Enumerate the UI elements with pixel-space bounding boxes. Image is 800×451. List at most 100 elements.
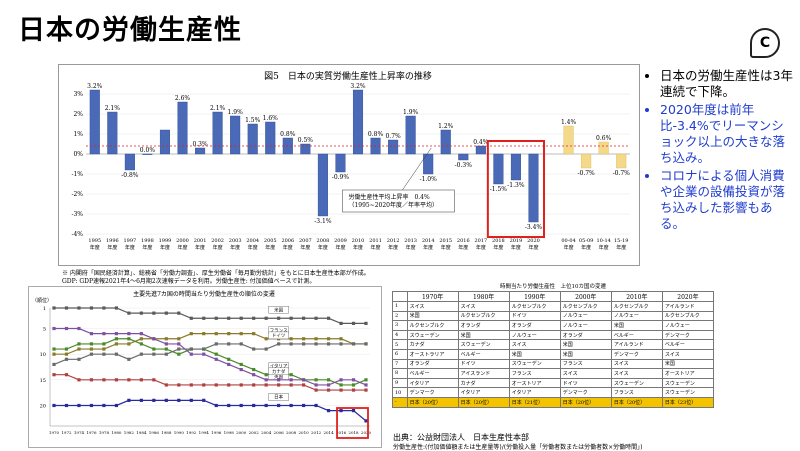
x-tick-label: 2006 xyxy=(281,238,294,244)
ranking-point xyxy=(240,317,243,320)
ranking-point xyxy=(177,347,180,350)
table-cell: デンマーク xyxy=(662,330,713,340)
ranking-series-label: 米国 xyxy=(274,306,283,313)
ranking-point xyxy=(152,399,155,402)
ranking-x-tick: 1996 xyxy=(211,430,222,435)
x-tick-unit: 年度 xyxy=(599,244,609,251)
x-tick-unit: 年度 xyxy=(125,244,135,251)
bar-value-label: -3.4% xyxy=(525,224,543,231)
bar-2007年度 xyxy=(301,144,311,154)
table-row: 1 スイス スイス ルクセンブルク ルクセンブルク ルクセンブルク アイルランド xyxy=(393,302,714,312)
ranking-point xyxy=(227,383,230,386)
x-tick-unit: 年度 xyxy=(423,244,433,251)
x-tick-label: 2009 xyxy=(334,238,347,244)
x-tick-label: 15-19 xyxy=(614,238,628,244)
ranking-point xyxy=(77,404,80,407)
ranking-point xyxy=(90,306,93,309)
table-cell: ノルウェー xyxy=(560,311,611,321)
table-cell: 8 xyxy=(393,369,408,379)
ranking-x-tick: 1982 xyxy=(124,430,135,435)
ranking-point xyxy=(202,317,205,320)
ranking-point xyxy=(140,312,143,315)
x-tick-label: 2007 xyxy=(299,238,312,244)
ranking-x-tick: 1980 xyxy=(111,430,122,435)
ranking-point xyxy=(302,342,305,345)
ranking-point xyxy=(339,322,342,325)
table-cell: ドイツ xyxy=(509,311,560,321)
ranking-point xyxy=(165,399,168,402)
ranking-point xyxy=(314,337,317,340)
ranking-point xyxy=(190,399,193,402)
g7-ranking-chart: 主要先進7カ国の時間当たり労働生産性の順位の変遷（順位）151015201970… xyxy=(28,286,380,446)
table-cell: ノルウェー xyxy=(611,311,662,321)
ranking-point xyxy=(327,337,330,340)
x-tick-unit: 年度 xyxy=(528,244,538,251)
bar-1995年度 xyxy=(90,90,100,154)
ranking-point xyxy=(327,383,330,386)
x-tick-label: 2002 xyxy=(211,238,224,244)
key-point-2: 2020年度は前年比-3.4%でリーマンショック以上の大きな落ち込み。 xyxy=(660,102,796,166)
bar-value-label: 3.2% xyxy=(87,83,103,90)
table-cell: アイスランド xyxy=(458,369,509,379)
table-cell: 米国 xyxy=(509,349,560,359)
table-cell: スイス xyxy=(662,349,713,359)
ranking-point xyxy=(265,383,268,386)
table-row: 4 スウェーデン 米国 ノルウェー オランダ ベルギー デンマーク xyxy=(393,330,714,340)
table-cell: 7 xyxy=(393,359,408,369)
x-tick-label: 1996 xyxy=(106,238,119,244)
table-header-cell: 2010年 xyxy=(611,292,662,302)
ranking-point xyxy=(90,378,93,381)
ranking-x-tick: 2006 xyxy=(274,430,285,435)
table-cell: スイス xyxy=(611,359,662,369)
ranking-point xyxy=(115,353,118,356)
ranking-point xyxy=(327,317,330,320)
x-tick-label: 2008 xyxy=(317,238,330,244)
x-tick-unit: 年度 xyxy=(265,244,275,251)
ranking-y-tick: 1 xyxy=(43,306,46,312)
bar-value-label: 1.5% xyxy=(245,117,261,124)
bar-00-04年度 xyxy=(564,126,574,154)
x-tick-label: 2012 xyxy=(387,238,400,244)
top10-ranking-table-panel: 時間当たり労働生産性 上位10カ国の変遷 1970年 1980年 1990年 2000… xyxy=(392,282,714,408)
x-tick-unit: 年度 xyxy=(142,244,152,251)
ranking-point xyxy=(240,332,243,335)
table-header-cell: 2020年 xyxy=(662,292,713,302)
ranking-point xyxy=(90,404,93,407)
y-tick-label: 3% xyxy=(73,91,83,98)
x-tick-unit: 年度 xyxy=(406,244,416,251)
x-tick-unit: 年度 xyxy=(616,244,626,251)
bar-value-label: 0.7% xyxy=(385,133,401,140)
ranking-point xyxy=(152,312,155,315)
ranking-point xyxy=(202,399,205,402)
ranking-point xyxy=(52,347,55,350)
table-cell: 日本（20位） xyxy=(611,397,662,407)
ranking-point xyxy=(177,353,180,356)
ranking-point xyxy=(240,404,243,407)
table-row: 10 デンマーク イタリア イタリア デンマーク フランス スウェーデン xyxy=(393,388,714,398)
ranking-point xyxy=(314,404,317,407)
table-cell: 4 xyxy=(393,330,408,340)
ranking-point xyxy=(290,378,293,381)
x-tick-unit: 年度 xyxy=(441,244,451,251)
ranking-point xyxy=(290,317,293,320)
ranking-point xyxy=(339,383,342,386)
ranking-point xyxy=(102,342,105,345)
table-cell: フランス xyxy=(611,388,662,398)
y-tick-label: -1% xyxy=(71,171,83,178)
ranking-point xyxy=(102,347,105,350)
table-cell: 3 xyxy=(393,321,408,331)
ranking-point xyxy=(202,332,205,335)
table-cell: アイルランド xyxy=(662,302,713,312)
ranking-point xyxy=(215,353,218,356)
ranking-point xyxy=(65,404,68,407)
ranking-point xyxy=(339,337,342,340)
ranking-point xyxy=(265,337,268,340)
ranking-x-tick: 1990 xyxy=(174,430,185,435)
x-tick-unit: 年度 xyxy=(90,244,100,251)
bar-value-label: -0.7% xyxy=(577,170,595,177)
table-cell: デンマーク xyxy=(611,349,662,359)
ranking-point xyxy=(152,353,155,356)
bar-05-09年度 xyxy=(581,154,591,168)
key-points-list: 日本の労働生産性は3年連続で下降。2020年度は前年比-3.4%でリーマンショッ… xyxy=(646,68,796,234)
ranking-point xyxy=(227,358,230,361)
